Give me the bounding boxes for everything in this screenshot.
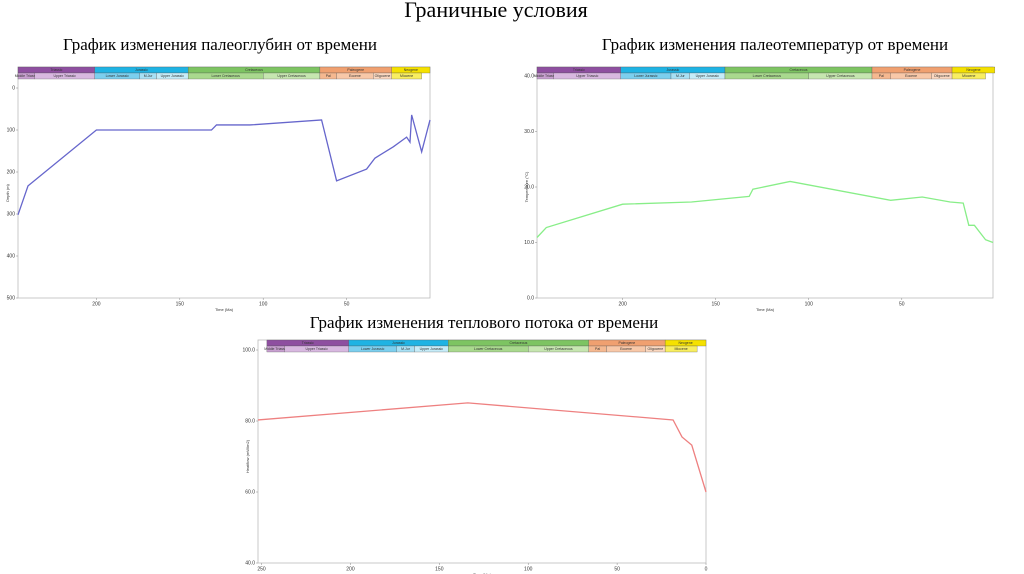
chart-title: График изменения палеотемператур от врем… bbox=[602, 35, 948, 54]
time-scale-band bbox=[391, 72, 422, 80]
x-axis-label: Time (Ma) bbox=[215, 307, 234, 312]
time-scale-band bbox=[664, 345, 698, 353]
y-tick-label: 0.0 bbox=[527, 295, 534, 301]
time-scale-label: Miocene bbox=[962, 74, 975, 78]
time-scale-label: Triassic bbox=[50, 68, 62, 72]
time-scale-label: Pal bbox=[595, 347, 600, 351]
data-line bbox=[17, 114, 431, 216]
y-axis-label: Temperature (°C) bbox=[524, 171, 529, 202]
time-scale-label: Lower Cretaceous bbox=[211, 74, 240, 78]
time-scale-label: Lower Cretaceous bbox=[753, 74, 782, 78]
time-scale-label: Triassic bbox=[302, 341, 314, 345]
time-scale-label: Oligocene bbox=[934, 74, 950, 78]
x-tick-label: 100 bbox=[805, 301, 814, 307]
time-scale-label: Triassic bbox=[573, 68, 585, 72]
y-tick-label: 60.0 bbox=[245, 489, 255, 495]
y-tick-label: 0 bbox=[12, 85, 15, 91]
time-scale-label: Middle Triassic bbox=[15, 74, 38, 78]
x-axis-label: Time (Ma) bbox=[756, 307, 775, 312]
time-scale-band bbox=[951, 72, 986, 80]
time-scale-label: Neogene bbox=[404, 68, 418, 72]
time-scale-label: Paleogene bbox=[347, 68, 364, 72]
x-axis-label: Time (Ma) bbox=[473, 572, 492, 574]
data-line bbox=[257, 402, 707, 493]
x-tick-label: 200 bbox=[618, 301, 627, 307]
y-tick-label: 20.0 bbox=[524, 184, 534, 190]
y-axis-label: Heatflow (mW/m2) bbox=[245, 439, 250, 473]
time-scale-label: Upper Triassic bbox=[576, 74, 599, 78]
time-scale-label: Jurassic bbox=[392, 341, 405, 345]
y-tick-label: 100 bbox=[7, 127, 16, 133]
y-tick-label: 30.0 bbox=[524, 129, 534, 135]
time-scale-label: Upper Jurassic bbox=[161, 74, 185, 78]
x-tick-label: 50 bbox=[899, 301, 905, 307]
time-scale-label: M.Jur bbox=[144, 74, 154, 78]
time-scale-label: Miocene bbox=[400, 74, 413, 78]
y-tick-label: 40.0 bbox=[245, 560, 255, 566]
time-scale-label: Oligocene bbox=[647, 347, 663, 351]
x-tick-label: 150 bbox=[176, 301, 185, 307]
x-tick-label: 150 bbox=[712, 301, 721, 307]
time-scale-label: Paleogene bbox=[619, 341, 636, 345]
time-scale-label: Miocene bbox=[674, 347, 687, 351]
x-tick-label: 0 bbox=[705, 566, 708, 572]
time-scale-label: M.Jur bbox=[676, 74, 686, 78]
time-scale-label: Lower Jurassic bbox=[361, 347, 385, 351]
chart-title: График изменения палеоглубин от времени bbox=[63, 35, 377, 54]
time-scale-label: Pal bbox=[326, 74, 331, 78]
time-scale-label: Middle Triassic bbox=[534, 74, 557, 78]
time-scale-label: Eocene bbox=[620, 347, 632, 351]
data-line bbox=[536, 180, 994, 244]
y-tick-label: 10.0 bbox=[524, 240, 534, 246]
x-tick-label: 50 bbox=[344, 301, 350, 307]
x-tick-label: 150 bbox=[435, 566, 444, 572]
time-scale-label: Upper Jurassic bbox=[696, 74, 720, 78]
slide-title: Граничные условия bbox=[404, 0, 588, 22]
time-scale-label: Pal bbox=[879, 74, 884, 78]
time-scale-label: Eocene bbox=[905, 74, 917, 78]
time-scale-label: Upper Triassic bbox=[305, 347, 328, 351]
plot-frame bbox=[257, 339, 707, 564]
time-scale-label: Cretaceous bbox=[509, 341, 527, 345]
time-scale-label: Paleogene bbox=[904, 68, 921, 72]
y-axis-label: Depth (m) bbox=[5, 183, 10, 201]
time-scale-label: Lower Cretaceous bbox=[474, 347, 503, 351]
y-tick-label: 500 bbox=[7, 295, 16, 301]
time-scale-label: Jurassic bbox=[135, 68, 148, 72]
x-tick-label: 200 bbox=[346, 566, 355, 572]
time-scale-label: Middle Triassic bbox=[264, 347, 287, 351]
y-tick-label: 40.0 bbox=[524, 73, 534, 79]
time-scale-label: Upper Cretaceous bbox=[277, 74, 306, 78]
plot-frame bbox=[536, 66, 994, 299]
y-tick-label: 400 bbox=[7, 253, 16, 259]
time-scale-label: Eocene bbox=[349, 74, 361, 78]
y-tick-label: 200 bbox=[7, 169, 16, 175]
time-scale-label: Lower Jurassic bbox=[634, 74, 658, 78]
y-tick-label: 80.0 bbox=[245, 418, 255, 424]
x-tick-label: 100 bbox=[524, 566, 533, 572]
time-scale-label: Neogene bbox=[678, 341, 692, 345]
chart-title: График изменения теплового потока от вре… bbox=[310, 313, 658, 332]
time-scale-label: Upper Triassic bbox=[54, 74, 77, 78]
plot-frame bbox=[17, 66, 431, 299]
time-scale-label: M.Jur bbox=[401, 347, 411, 351]
time-scale-label: Lower Jurassic bbox=[106, 74, 130, 78]
time-scale-label: Upper Cretaceous bbox=[826, 74, 855, 78]
time-scale-label: Cretaceous bbox=[245, 68, 263, 72]
time-scale-label: Upper Cretaceous bbox=[544, 347, 573, 351]
x-tick-label: 100 bbox=[259, 301, 268, 307]
x-tick-label: 50 bbox=[614, 566, 620, 572]
time-scale-label: Cretaceous bbox=[790, 68, 808, 72]
time-scale-label: Jurassic bbox=[666, 68, 679, 72]
time-scale-label: Oligocene bbox=[375, 74, 391, 78]
time-scale-label: Neogene bbox=[966, 68, 980, 72]
x-tick-label: 250 bbox=[257, 566, 266, 572]
y-tick-label: 300 bbox=[7, 211, 16, 217]
y-tick-label: 100.0 bbox=[242, 347, 255, 353]
x-tick-label: 200 bbox=[92, 301, 101, 307]
time-scale-label: Upper Jurassic bbox=[420, 347, 444, 351]
